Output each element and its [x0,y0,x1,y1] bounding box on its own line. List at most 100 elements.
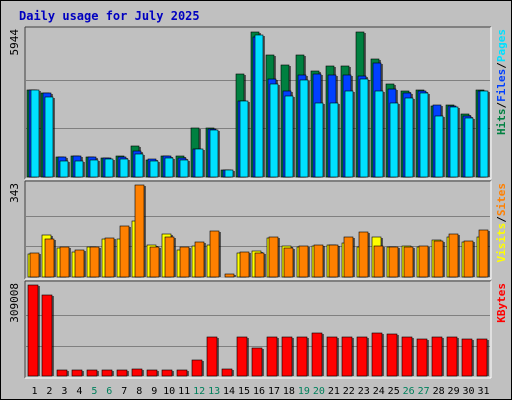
bar-sites-day-2 [44,238,55,278]
bar-sites-day-12 [194,241,205,278]
bar-pages-day-17 [269,83,279,178]
day-label-12: 12 [193,386,205,397]
day-label-1: 1 [31,386,37,397]
bar-kbytes-day-16 [251,347,263,377]
bar-kbytes-day-23 [356,336,368,377]
day-label-6: 6 [106,386,112,397]
bar-sites-day-5 [89,246,100,278]
bar-kbytes-day-30 [461,338,473,377]
legend-item: / [495,102,508,109]
bar-kbytes-day-22 [341,336,353,377]
bar-kbytes-day-9 [146,369,158,377]
legend-item: Pages [495,29,508,62]
day-label-29: 29 [448,386,460,397]
bar-pages-day-10 [164,157,174,178]
bar-kbytes-day-29 [446,336,458,377]
bar-sites-day-18 [283,247,294,278]
bar-sites-day-28 [433,240,444,278]
bar-sites-day-9 [149,246,160,278]
bar-kbytes-day-27 [416,338,428,377]
bar-sites-day-10 [164,236,175,278]
bar-sites-day-22 [343,236,354,278]
bar-sites-day-8 [134,184,145,278]
day-label-20: 20 [313,386,325,397]
bar-kbytes-day-8 [131,368,143,377]
day-label-15: 15 [238,386,250,397]
bar-kbytes-day-12 [191,359,203,377]
bar-sites-day-30 [463,240,474,278]
day-label-3: 3 [61,386,67,397]
legend-item: Sites [495,183,508,216]
bar-kbytes-day-1 [27,284,39,377]
bar-sites-day-16 [254,252,265,278]
bar-sites-day-20 [313,244,324,278]
bar-pages-day-7 [119,158,129,178]
bar-sites-day-31 [478,229,489,278]
bar-kbytes-day-31 [476,338,488,377]
bar-sites-day-1 [29,252,40,278]
bar-pages-day-14 [224,169,234,178]
y-max-label-visits: 343 [8,183,21,203]
bar-pages-day-21 [329,102,339,178]
bar-pages-day-11 [179,159,189,178]
day-label-24: 24 [373,386,385,397]
bar-kbytes-day-18 [281,336,293,377]
day-label-2: 2 [46,386,52,397]
bar-pages-day-20 [314,102,324,178]
bar-kbytes-day-13 [206,336,218,377]
bar-pages-day-25 [389,102,399,178]
day-label-7: 7 [121,386,127,397]
bar-pages-day-18 [284,95,294,178]
bar-pages-day-8 [134,153,144,178]
bar-kbytes-day-10 [161,369,173,377]
day-label-14: 14 [223,386,235,397]
bar-kbytes-day-26 [401,336,413,377]
day-label-4: 4 [76,386,82,397]
bar-kbytes-day-21 [326,336,338,377]
bar-kbytes-day-14 [221,368,233,377]
bar-pages-day-15 [239,100,249,178]
day-label-17: 17 [268,386,280,397]
bar-sites-day-3 [59,246,70,278]
bar-pages-day-29 [449,106,459,178]
day-label-16: 16 [253,386,265,397]
bar-sites-day-7 [119,225,130,278]
bar-pages-day-19 [299,79,309,178]
legend-item: Visits [495,223,508,263]
bar-sites-day-27 [418,245,429,278]
bar-sites-day-11 [179,246,190,278]
day-label-31: 31 [477,386,489,397]
bar-kbytes-day-2 [41,294,53,377]
bar-sites-day-17 [268,236,279,278]
bar-kbytes-day-24 [371,332,383,377]
y-max-label-hits: 5944 [8,29,21,56]
y-max-label-kbytes: 309008 [8,283,21,323]
day-label-9: 9 [151,386,157,397]
bar-pages-day-30 [464,117,474,178]
bar-sites-day-19 [298,245,309,278]
bar-pages-day-13 [209,129,219,178]
bar-sites-day-6 [104,237,115,278]
bar-pages-day-6 [104,158,114,178]
legend-item: Hits [495,109,508,136]
day-label-26: 26 [403,386,415,397]
bar-sites-day-23 [358,231,369,278]
bar-pages-day-26 [404,97,414,178]
day-label-18: 18 [283,386,295,397]
bar-kbytes-day-25 [386,333,398,377]
bar-kbytes-day-15 [236,336,248,377]
bar-kbytes-day-7 [116,369,128,377]
day-label-25: 25 [388,386,400,397]
bar-kbytes-day-28 [431,336,443,377]
bar-sites-day-15 [239,251,250,278]
bar-sites-day-25 [388,246,399,278]
bar-sites-day-21 [328,244,339,278]
bar-sites-day-29 [448,233,459,278]
bar-sites-day-24 [373,245,384,278]
legend-item: / [495,216,508,223]
day-label-5: 5 [91,386,97,397]
day-label-10: 10 [163,386,175,397]
day-label-21: 21 [328,386,340,397]
